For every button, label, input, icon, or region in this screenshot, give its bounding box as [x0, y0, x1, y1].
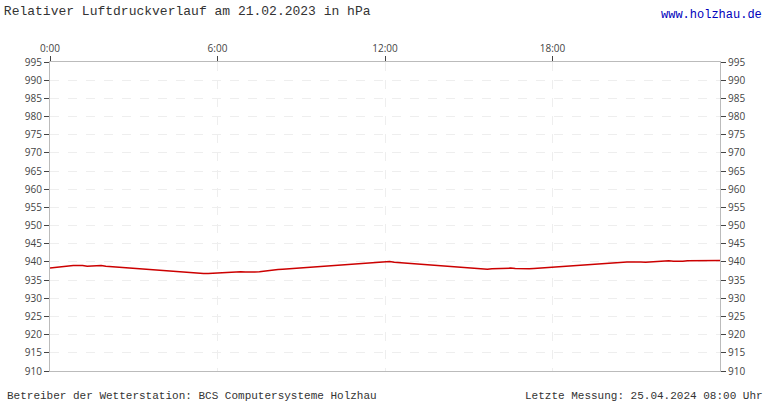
svg-text:970: 970 [728, 145, 745, 159]
svg-text:915: 915 [728, 345, 745, 359]
svg-text:955: 955 [25, 200, 42, 214]
svg-text:990: 990 [728, 73, 745, 87]
svg-text:985: 985 [728, 91, 745, 105]
svg-text:945: 945 [728, 236, 745, 250]
svg-text:990: 990 [25, 73, 42, 87]
svg-text:965: 965 [25, 164, 42, 178]
svg-text:940: 940 [25, 254, 42, 268]
svg-text:945: 945 [25, 236, 42, 250]
svg-text:935: 935 [25, 273, 42, 287]
svg-text:920: 920 [25, 327, 42, 341]
svg-text:980: 980 [728, 109, 745, 123]
svg-text:12:00: 12:00 [372, 41, 398, 55]
svg-text:960: 960 [25, 182, 42, 196]
svg-text:910: 910 [25, 364, 42, 378]
svg-text:965: 965 [728, 164, 745, 178]
svg-text:995: 995 [728, 55, 745, 69]
svg-text:Letzte Messung: 25.04.2024 08:: Letzte Messung: 25.04.2024 08:00 Uhr [525, 390, 763, 402]
svg-text:6:00: 6:00 [208, 41, 228, 55]
svg-text:935: 935 [728, 273, 745, 287]
svg-text:940: 940 [728, 254, 745, 268]
svg-text:910: 910 [728, 364, 745, 378]
svg-text:950: 950 [728, 218, 745, 232]
svg-text:950: 950 [25, 218, 42, 232]
svg-text:925: 925 [25, 309, 42, 323]
svg-text:Betreiber der Wetterstation: B: Betreiber der Wetterstation: BCS Compute… [7, 390, 377, 402]
svg-text:995: 995 [25, 55, 42, 69]
svg-text:925: 925 [728, 309, 745, 323]
svg-text:Relativer Luftdruckverlauf am: Relativer Luftdruckverlauf am 21.02.2023… [4, 4, 371, 19]
svg-text:980: 980 [25, 109, 42, 123]
svg-text:975: 975 [25, 127, 42, 141]
svg-text:18:00: 18:00 [540, 41, 566, 55]
svg-text:985: 985 [25, 91, 42, 105]
svg-text:930: 930 [25, 291, 42, 305]
svg-text:www.holzhau.de: www.holzhau.de [661, 8, 762, 22]
svg-text:955: 955 [728, 200, 745, 214]
svg-text:970: 970 [25, 145, 42, 159]
svg-text:920: 920 [728, 327, 745, 341]
svg-text:960: 960 [728, 182, 745, 196]
svg-text:975: 975 [728, 127, 745, 141]
svg-text:0:00: 0:00 [40, 41, 60, 55]
svg-text:930: 930 [728, 291, 745, 305]
svg-text:915: 915 [25, 345, 42, 359]
